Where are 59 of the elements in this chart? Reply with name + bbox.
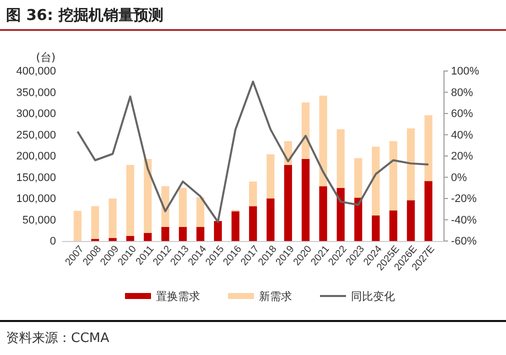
legend-label: 新需求 (259, 290, 292, 303)
bar (74, 210, 82, 241)
legend-label: 同比变化 (351, 290, 395, 303)
bar (214, 221, 222, 241)
bar (91, 206, 100, 239)
y-tick-label: 200,000 (16, 150, 56, 163)
bar (372, 216, 380, 241)
bar (144, 232, 152, 241)
bar (249, 206, 257, 241)
text: 资料来源：CCMA (6, 331, 110, 346)
y-tick-label: 250,000 (16, 129, 56, 142)
bar (424, 181, 432, 241)
bar (336, 188, 345, 241)
y2-tick-label: -40% (451, 214, 477, 226)
y2-tick-label: 60% (451, 108, 474, 120)
y-tick-label: 50,000 (22, 214, 56, 226)
y2-tick-label: 80% (451, 86, 474, 99)
bar (284, 164, 292, 241)
y-tick-label: 400,000 (16, 66, 56, 78)
bar (126, 236, 134, 241)
bar (302, 102, 310, 159)
bar (108, 198, 117, 238)
y2-tick-label: 100% (451, 66, 480, 78)
bar (319, 186, 328, 241)
bar (266, 154, 274, 198)
bar (178, 226, 187, 241)
y-tick-label: 300,000 (16, 108, 56, 120)
y2-tick-label: -60% (451, 236, 477, 248)
bar (232, 211, 240, 241)
bar (389, 210, 398, 241)
bar (196, 197, 204, 227)
bar (108, 238, 117, 241)
y-axis-title: (台) (36, 51, 56, 64)
y2-tick-label: -20% (451, 193, 477, 206)
bar (424, 115, 432, 182)
bar (178, 188, 187, 227)
bar (389, 141, 398, 210)
bar (161, 226, 170, 241)
y2-tick-label: 20% (451, 150, 474, 163)
bar (336, 129, 345, 188)
bar (406, 128, 415, 200)
bar (354, 158, 362, 198)
y-tick-label: 0 (50, 236, 56, 248)
legend-label: 置换需求 (156, 290, 200, 303)
bar (319, 96, 328, 186)
y2-tick-label: 40% (451, 129, 474, 142)
y-tick-label: 150,000 (16, 172, 56, 184)
line-series (76, 80, 430, 223)
y2-tick-label: 0% (451, 172, 468, 184)
bar (372, 146, 380, 216)
bar (126, 164, 134, 236)
bar (249, 182, 257, 206)
y-tick-label: 100,000 (16, 193, 56, 206)
y-tick-label: 350,000 (16, 86, 56, 99)
bar (302, 158, 310, 241)
bar (266, 198, 274, 241)
chart-title: 图 36: 挖掘机销量预测 (6, 6, 164, 24)
bar (406, 200, 415, 241)
bar (196, 226, 204, 241)
